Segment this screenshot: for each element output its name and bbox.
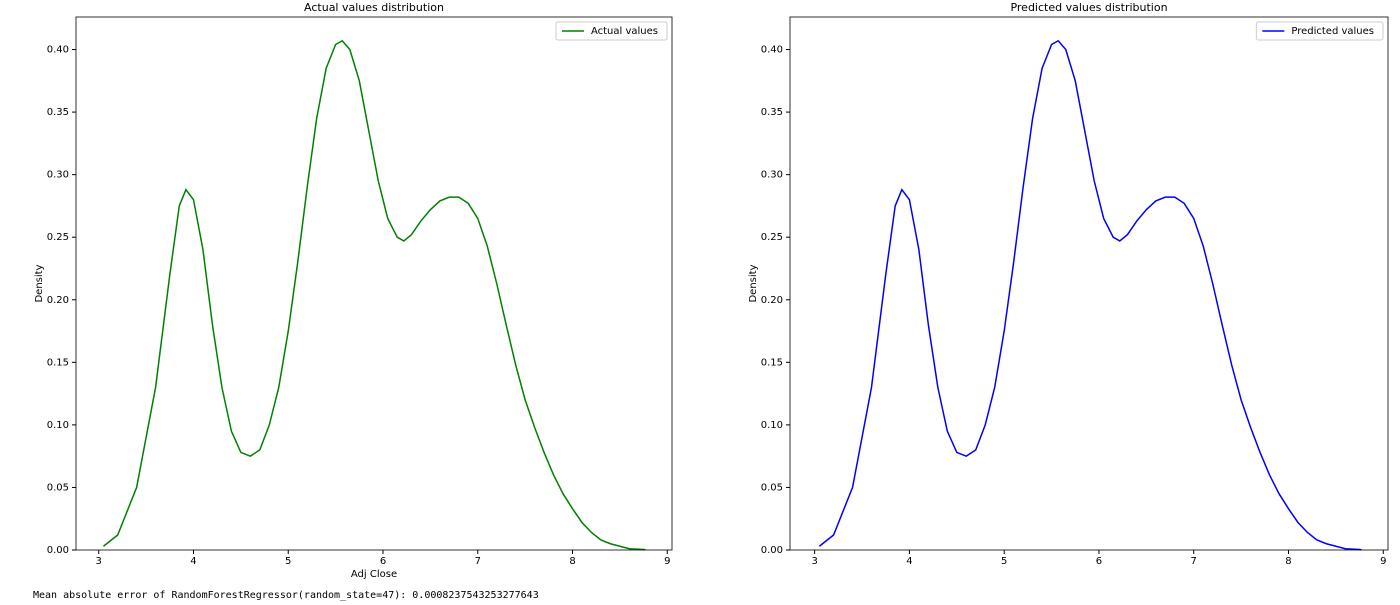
y-tick-label: 0.20 (47, 295, 69, 306)
y-tick-label: 0.10 (761, 420, 783, 431)
y-axis-label: Density (34, 264, 45, 302)
x-tick-label: 6 (380, 556, 386, 567)
chart-title: Actual values distribution (304, 1, 444, 14)
x-axis-label: Adj Close (351, 569, 397, 580)
y-tick-label: 0.00 (761, 545, 783, 556)
chart-title: Predicted values distribution (1010, 1, 1167, 14)
y-tick-label: 0.40 (47, 45, 69, 56)
x-tick-label: 4 (906, 556, 912, 567)
y-tick-label: 0.10 (47, 420, 69, 431)
plot-frame (75, 16, 673, 551)
density-line (818, 39, 1362, 551)
legend-label: Actual values (591, 26, 658, 37)
density-line (103, 39, 646, 551)
output-text: Mean absolute error of RandomForestRegre… (33, 590, 539, 601)
y-tick-label: 0.30 (47, 170, 69, 181)
plot-frame (789, 16, 1389, 551)
y-tick-label: 0.15 (761, 357, 783, 368)
x-tick-label: 8 (1285, 556, 1291, 567)
x-tick-label: 3 (811, 556, 817, 567)
legend-box (555, 21, 668, 41)
y-tick-label: 0.35 (47, 107, 69, 118)
x-tick-label: 6 (1096, 556, 1102, 567)
x-tick-label: 3 (96, 556, 102, 567)
legend-label: Predicted values (1291, 26, 1374, 37)
y-tick-label: 0.00 (47, 545, 69, 556)
figure: Actual values distribution 0.00 0.05 0.10 0.… (34, 1, 1389, 580)
x-tick-label: 9 (664, 556, 670, 567)
y-tick-label: 0.05 (47, 482, 69, 493)
y-tick-label: 0.25 (761, 232, 783, 243)
y-tick-label: 0.35 (761, 107, 783, 118)
y-tick-label: 0.20 (761, 295, 783, 306)
y-tick-label: 0.25 (47, 232, 69, 243)
y-tick-label: 0.15 (47, 357, 69, 368)
x-tick-label: 7 (1191, 556, 1197, 567)
y-axis-label: Density (748, 264, 759, 302)
legend-box (1255, 21, 1384, 41)
x-tick-label: 8 (569, 556, 575, 567)
y-tick-label: 0.40 (761, 45, 783, 56)
x-tick-label: 4 (190, 556, 196, 567)
y-tick-label: 0.30 (761, 170, 783, 181)
x-tick-label: 5 (1001, 556, 1007, 567)
x-tick-label: 7 (475, 556, 481, 567)
x-tick-label: 9 (1380, 556, 1386, 567)
y-tick-label: 0.05 (761, 482, 783, 493)
x-tick-label: 5 (285, 556, 291, 567)
